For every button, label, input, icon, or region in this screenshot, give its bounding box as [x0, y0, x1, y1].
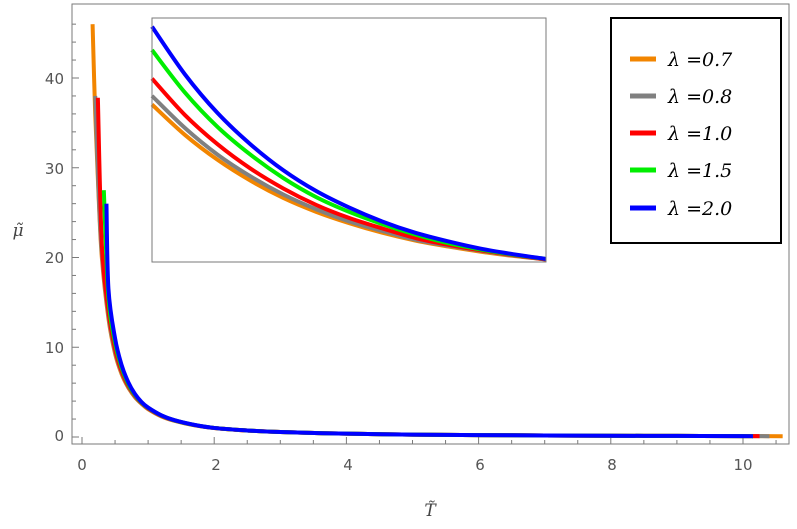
x-axis-title: T̃ [424, 501, 437, 521]
y-tick-label-20: 20 [45, 249, 64, 267]
y-tick-label-30: 30 [45, 160, 64, 178]
x-tick-label-10: 10 [733, 456, 752, 474]
main-plot-frame [71, 3, 790, 445]
inset-plot-frame [151, 17, 547, 263]
legend-label-0.7: λ =0.7 [667, 49, 733, 71]
y-tick-label-0: 0 [54, 427, 64, 445]
legend-label-1.5: λ =1.5 [667, 160, 732, 182]
inset-curve-lambda-2.0 [150, 25, 547, 261]
legend-label-2.0: λ =2.0 [667, 198, 732, 220]
main-curve-lambda-2.0 [104, 203, 753, 439]
y-tick-label-40: 40 [45, 70, 64, 88]
x-tick-label-8: 8 [607, 456, 617, 474]
y-tick-label-10: 10 [45, 339, 64, 357]
x-tick-label-2: 2 [211, 456, 221, 474]
x-tick-label-0: 0 [77, 456, 87, 474]
legend-label-0.8: λ =0.8 [667, 86, 732, 108]
y-axis-title: μ̃ [12, 221, 23, 241]
x-tick-label-4: 4 [343, 456, 353, 474]
legend-label-1.0: λ =1.0 [667, 123, 732, 145]
x-tick-label-6: 6 [475, 456, 485, 474]
